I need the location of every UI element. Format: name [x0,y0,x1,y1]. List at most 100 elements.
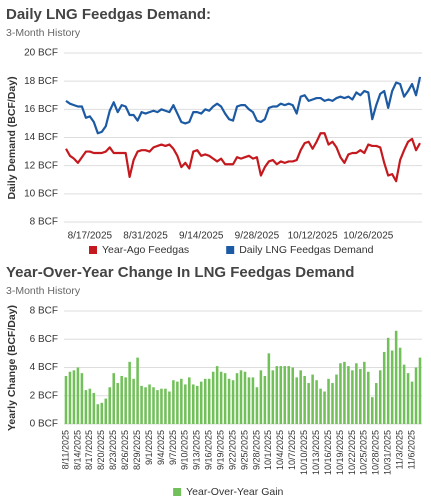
x-tick-label: 10/13/2025 [311,430,321,475]
bar [275,366,279,424]
x-tick-label: 10/7/2025 [287,430,297,470]
x-tick-label: 10/26/2025 [343,231,393,242]
bar [263,375,267,424]
bar [104,398,108,424]
legend-label: Year-Ago Feedgas [102,244,189,256]
bar [215,366,219,424]
bar [199,381,203,424]
bar [68,371,72,424]
bar [390,350,394,424]
bar [132,378,135,424]
bar [116,383,119,424]
bar [84,390,88,424]
y-tick-label: 16 BCF [24,104,58,115]
bar [319,388,322,424]
bar [195,385,199,424]
x-tick-label: 8/11/2025 [60,430,70,469]
line [65,76,422,135]
y-tick-label: 8 BCF [30,306,58,317]
bar [235,373,239,424]
x-tick-label: 10/10/2025 [299,430,309,475]
bar [207,378,211,424]
chart-title: Year-Over-Year Change In LNG Feedgas Dem… [6,264,354,281]
y-tick-label: 20 BCF [24,48,58,59]
x-tick-label: 11/3/2025 [394,430,404,469]
bar [406,373,410,424]
x-tick-label: 8/31/2025 [123,231,168,242]
bar [192,384,195,424]
chart-subtitle: 3-Month History [6,27,81,39]
bar [172,380,175,424]
bar [219,371,223,424]
bar [188,377,191,424]
bar [180,378,183,424]
bar [295,377,298,424]
bar [251,377,255,424]
x-tick-label: 9/28/2025 [235,231,280,242]
bar [343,361,346,424]
bar [164,388,167,424]
bar [355,363,358,424]
y-axis-label: Daily Demand (BCF/Day) [6,76,18,199]
x-tick-label: 10/4/2025 [275,430,285,470]
bar [80,373,84,424]
bar [299,370,302,424]
bar [168,391,171,424]
line [65,132,421,183]
bar [120,375,123,424]
x-tick-label: 10/12/2025 [288,231,338,242]
x-tick-label: 10/22/2025 [347,430,357,475]
bar [339,363,342,424]
y-tick-label: 0 BCF [30,419,58,430]
bar [307,383,310,424]
bar [259,370,263,424]
bar [283,366,287,424]
x-tick-label: 9/1/2025 [144,430,154,465]
x-tick-label: 9/14/2025 [179,231,224,242]
y-tick-label: 8 BCF [30,217,58,228]
y-tick-label: 12 BCF [24,160,58,171]
bar [287,366,291,424]
bar [271,370,275,424]
x-tick-label: 8/23/2025 [108,430,118,470]
bar [184,384,187,424]
bar [291,367,294,424]
x-tick-label: 11/6/2025 [406,430,416,469]
y-tick-label: 2 BCF [30,390,58,401]
bar [402,364,406,424]
bar [363,361,366,424]
legend-swatch [89,246,97,254]
bar [378,370,382,424]
bar [76,367,80,424]
bar [227,378,231,424]
chart-subtitle: 3-Month History [6,285,81,297]
bar [335,374,338,424]
x-tick-label: 10/28/2025 [371,430,381,475]
bar [124,377,127,424]
bar [374,383,378,424]
y-tick-label: 4 BCF [30,362,58,373]
bar [371,397,374,424]
bar [267,353,271,424]
bar [386,337,390,424]
y-tick-label: 10 BCF [24,188,58,199]
bar [148,384,151,424]
bar [140,385,143,424]
bar [88,388,92,424]
bar [156,390,159,424]
bar [303,375,306,424]
bar [243,371,247,424]
x-tick-label: 8/26/2025 [120,430,130,470]
bar [398,347,402,424]
bar [64,375,68,424]
bar [255,387,259,424]
x-tick-label: 10/1/2025 [263,430,273,470]
y-tick-label: 18 BCF [24,76,58,87]
bar [144,387,147,424]
bar [247,377,251,424]
x-tick-label: 10/16/2025 [323,430,333,475]
x-tick-label: 9/28/2025 [251,430,261,470]
x-tick-label: 9/7/2025 [168,430,178,465]
bar [382,351,386,424]
